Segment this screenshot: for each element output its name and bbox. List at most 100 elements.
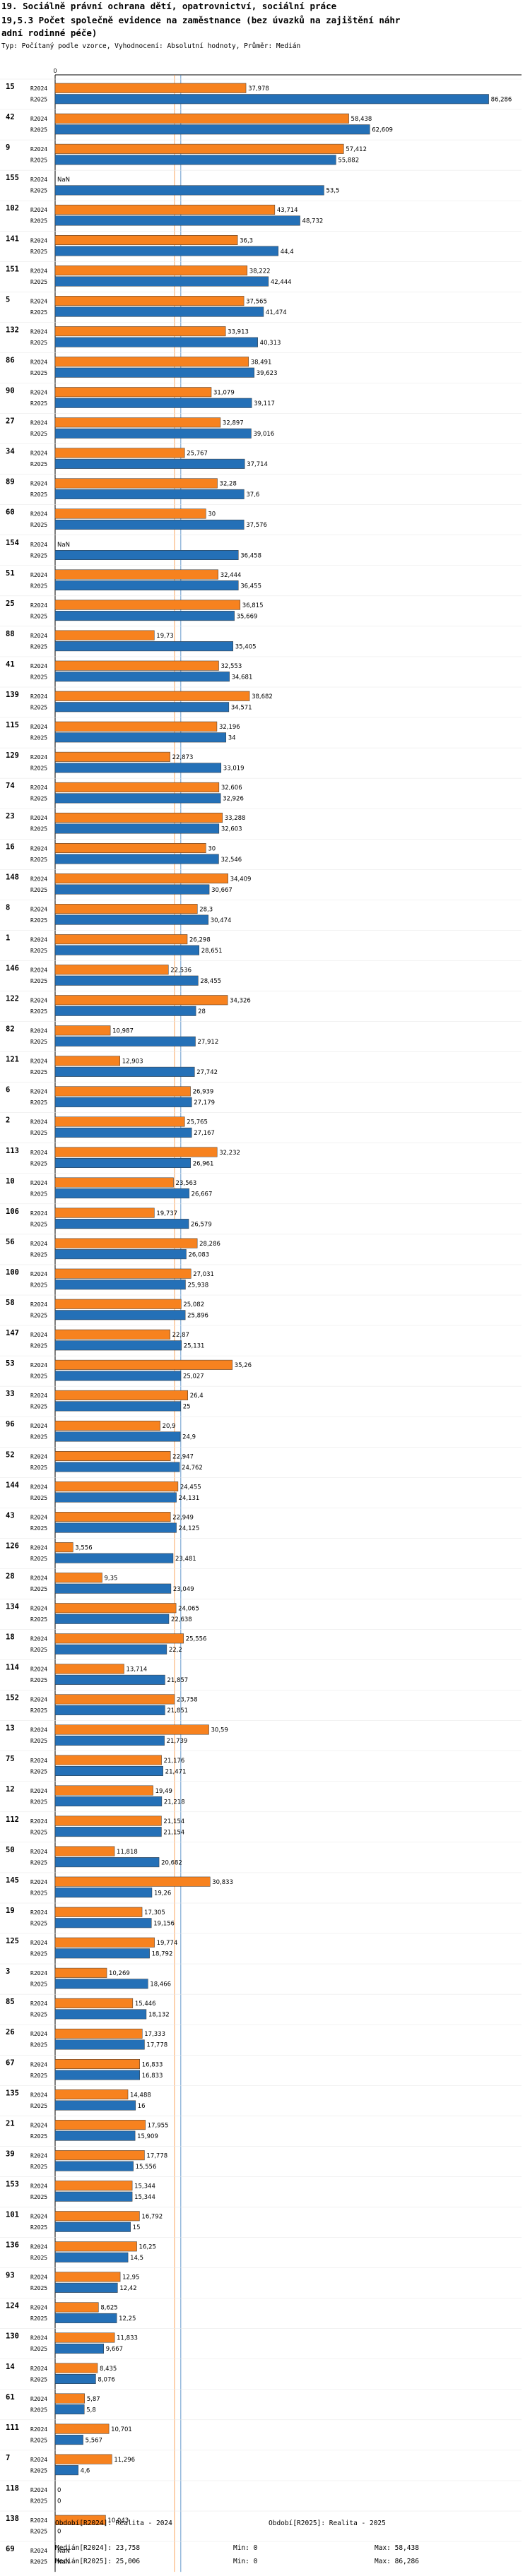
value-label: 28 <box>198 1008 206 1015</box>
series-label: R2025 <box>30 1343 47 1349</box>
value-label: 12,42 <box>119 2285 136 2292</box>
group-id-label: 85 <box>6 1998 15 2006</box>
series-label: R2025 <box>30 643 47 650</box>
group-id-label: 96 <box>6 1420 15 1429</box>
group-id-label: 102 <box>6 204 19 213</box>
bar-R2025-154 <box>54 550 239 560</box>
bar-R2025-121 <box>54 1066 195 1077</box>
value-label: 31,079 <box>213 390 235 397</box>
group-id-label: 25 <box>6 600 15 608</box>
group-id-label: 132 <box>6 326 19 334</box>
bar-R2024-2 <box>54 1116 185 1127</box>
value-label: 20,682 <box>161 1859 182 1866</box>
value-label: 26,083 <box>188 1251 209 1258</box>
bar-R2024-93 <box>54 2272 121 2282</box>
bar-R2025-151 <box>54 276 269 287</box>
series-label: R2024 <box>30 998 47 1004</box>
series-label: R2024 <box>30 268 47 274</box>
group-id-label: 136 <box>6 2241 19 2250</box>
bar-R2024-126 <box>54 1542 73 1553</box>
bar-R2025-50 <box>54 1857 160 1868</box>
bar-R2025-33 <box>54 1401 182 1412</box>
value-label: 15,344 <box>134 2194 155 2201</box>
series-label: R2024 <box>30 1818 47 1825</box>
value-label: 30,59 <box>211 1727 228 1734</box>
value-label: 23,481 <box>175 1556 196 1563</box>
value-label: 36,458 <box>240 552 261 559</box>
series-label: R2025 <box>30 552 47 559</box>
value-label: 15,909 <box>137 2133 158 2140</box>
series-label: R2024 <box>30 2152 47 2159</box>
bar-R2025-130 <box>54 2343 104 2354</box>
value-label: 22,949 <box>172 1514 194 1521</box>
series-label: R2024 <box>30 724 47 730</box>
bar-R2024-3 <box>54 1967 107 1978</box>
value-label: 22,638 <box>171 1616 192 1623</box>
value-label: 12,95 <box>122 2274 139 2282</box>
value-label: 12,903 <box>122 1059 143 1066</box>
series-label: R2024 <box>30 1575 47 1581</box>
value-label: 23,758 <box>177 1697 198 1704</box>
series-label: R2024 <box>30 1301 47 1308</box>
bar-R2024-27 <box>54 417 221 428</box>
value-label: 22,873 <box>172 754 194 761</box>
value-label: 38,222 <box>249 268 271 275</box>
bar-R2024-144 <box>54 1481 179 1492</box>
value-label: 34,571 <box>231 705 252 712</box>
series-label: R2025 <box>30 491 47 498</box>
value-label: 25,896 <box>187 1313 208 1320</box>
bar-R2024-25 <box>54 600 241 610</box>
series-label: R2025 <box>30 400 47 407</box>
group-id-label: 139 <box>6 691 19 699</box>
value-label: 18,132 <box>148 2012 170 2019</box>
series-label: R2024 <box>30 1970 47 1976</box>
series-label: R2024 <box>30 237 47 244</box>
group-id-label: 113 <box>6 1147 19 1155</box>
value-label: 37,576 <box>246 522 267 529</box>
bar-R2025-139 <box>54 702 230 712</box>
bar-R2024-14 <box>54 2363 98 2373</box>
bar-R2024-58 <box>54 1299 182 1309</box>
value-label: 27,179 <box>194 1099 215 1107</box>
bar-R2025-115 <box>54 732 227 743</box>
series-label: R2025 <box>30 1434 47 1441</box>
value-label: 24,9 <box>182 1434 196 1441</box>
bar-R2024-5 <box>54 296 245 306</box>
footer-max-2025: Max: 86,286 <box>375 2558 419 2565</box>
footer-period-2025: Období[R2025]: Realita - 2025 <box>269 2520 386 2527</box>
group-id-label: 147 <box>6 1329 19 1337</box>
bar-R2025-90 <box>54 398 252 408</box>
footer-min-2024: Min: 0 <box>233 2544 258 2552</box>
bar-R2025-147 <box>54 1340 182 1351</box>
group-id-label: 9 <box>6 143 10 152</box>
bar-R2024-39 <box>54 2150 145 2161</box>
series-label: R2024 <box>30 420 47 427</box>
series-label: R2024 <box>30 1758 47 1764</box>
bar-R2024-33 <box>54 1390 188 1400</box>
value-label: 32,553 <box>220 663 242 670</box>
series-label: R2025 <box>30 1951 47 1957</box>
series-label: R2025 <box>30 705 47 711</box>
value-label: 28,651 <box>201 948 223 955</box>
series-label: R2025 <box>30 1890 47 1896</box>
bar-R2024-34 <box>54 448 185 458</box>
series-label: R2025 <box>30 157 47 164</box>
bar-R2024-10 <box>54 1177 174 1188</box>
series-label: R2024 <box>30 936 47 943</box>
value-label: 21,857 <box>167 1677 188 1684</box>
bar-R2024-141 <box>54 235 238 245</box>
series-label: R2025 <box>30 2103 47 2109</box>
series-label: R2025 <box>30 1707 47 1714</box>
series-label: R2025 <box>30 917 47 924</box>
value-label: 25 <box>183 1404 191 1411</box>
group-id-label: 42 <box>6 113 15 121</box>
series-label: R2025 <box>30 796 47 802</box>
series-label: R2025 <box>30 978 47 984</box>
group-id-label: 88 <box>6 630 15 638</box>
series-label: R2024 <box>30 2366 47 2372</box>
series-label: R2025 <box>30 461 47 467</box>
value-label: 34 <box>228 735 236 742</box>
value-label: 9,35 <box>104 1575 117 1582</box>
bar-R2025-75 <box>54 1766 163 1776</box>
value-label: NaN <box>57 177 70 184</box>
